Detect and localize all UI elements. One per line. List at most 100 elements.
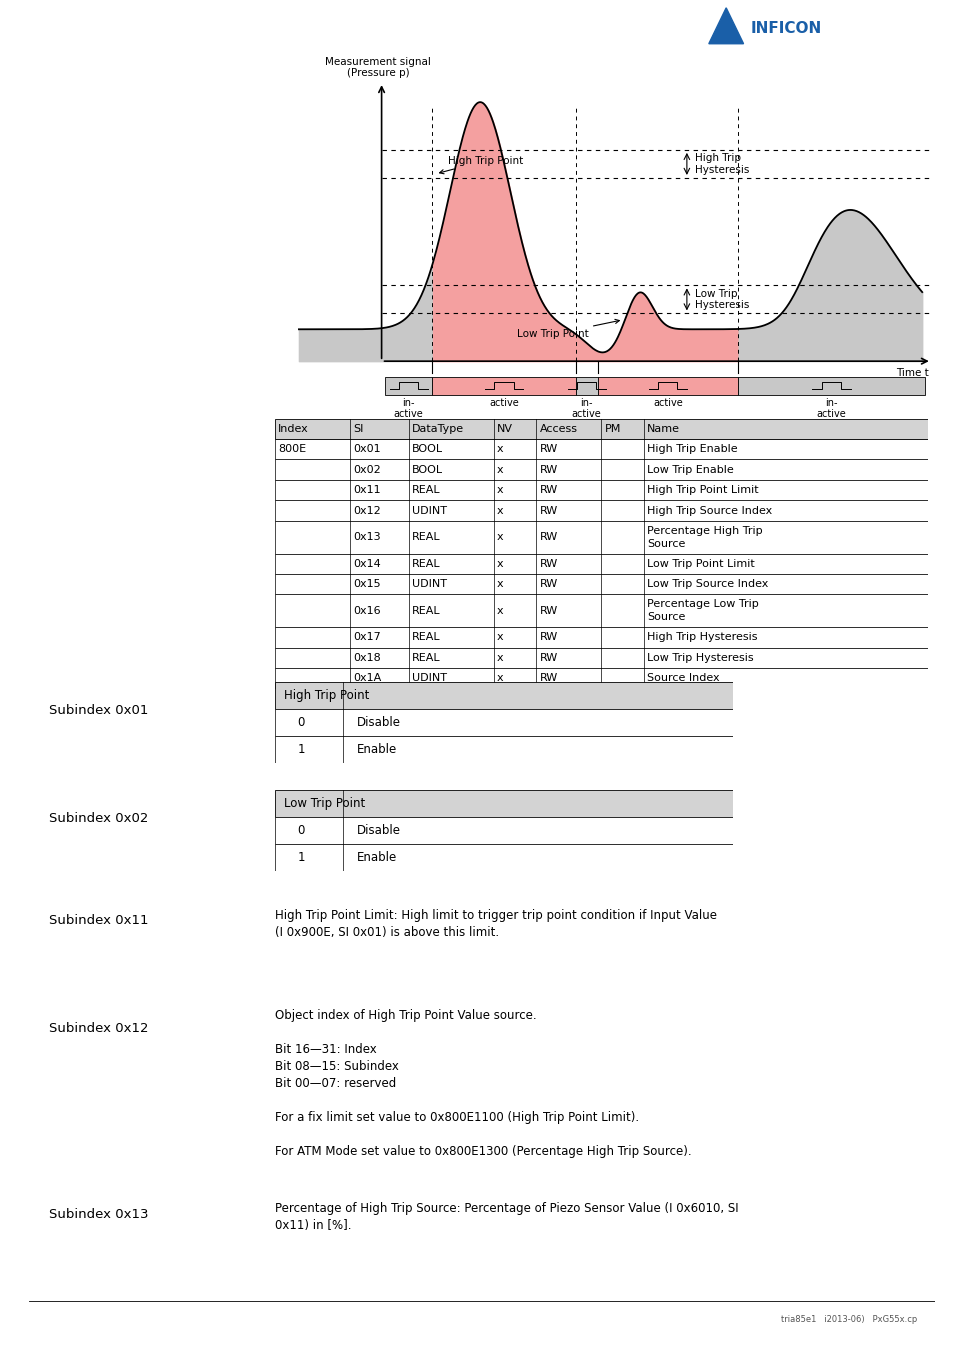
- Text: RW: RW: [538, 606, 558, 616]
- Text: SI: SI: [353, 424, 363, 433]
- Text: High Trip Point: High Trip Point: [439, 155, 523, 174]
- Text: 1: 1: [297, 743, 305, 756]
- Text: INFICON: INFICON: [750, 20, 821, 36]
- Text: 0x01: 0x01: [353, 444, 380, 454]
- Text: RW: RW: [538, 674, 558, 683]
- Text: DataType: DataType: [412, 424, 463, 433]
- Text: RW: RW: [538, 485, 558, 495]
- Text: High Trip Source Index: High Trip Source Index: [646, 505, 772, 516]
- Text: High Trip
Hysteresis: High Trip Hysteresis: [694, 153, 748, 174]
- Bar: [274, 554, 927, 574]
- Text: Low Trip Enable: Low Trip Enable: [646, 464, 733, 475]
- Text: 0x14: 0x14: [353, 559, 380, 568]
- Text: Enable: Enable: [356, 850, 397, 864]
- Text: Subindex 0x12: Subindex 0x12: [49, 1022, 148, 1035]
- Bar: [274, 479, 927, 501]
- Text: 800E: 800E: [277, 444, 306, 454]
- Text: Access: Access: [538, 424, 577, 433]
- Bar: [274, 594, 927, 628]
- Text: Subindex 0x01: Subindex 0x01: [49, 703, 148, 717]
- Text: Low Trip Point: Low Trip Point: [517, 320, 618, 339]
- Text: RW: RW: [538, 532, 558, 543]
- Bar: [274, 459, 927, 479]
- Text: Subindex 0x11: Subindex 0x11: [49, 914, 148, 927]
- Text: REAL: REAL: [412, 559, 440, 568]
- Text: UDINT: UDINT: [412, 674, 447, 683]
- Bar: [274, 668, 927, 688]
- Text: 0x13: 0x13: [353, 532, 380, 543]
- Text: RW: RW: [538, 464, 558, 475]
- Text: Percentage High Trip: Percentage High Trip: [646, 525, 762, 536]
- Text: Low Trip Hysteresis: Low Trip Hysteresis: [646, 653, 753, 663]
- Text: High Trip Point Limit: High limit to trigger trip point condition if Input Value: High Trip Point Limit: High limit to tri…: [274, 909, 716, 938]
- Text: NV: NV: [497, 424, 513, 433]
- Text: 0x12: 0x12: [353, 505, 380, 516]
- Text: Index: Index: [277, 424, 309, 433]
- Bar: [737, 377, 924, 394]
- Bar: [274, 817, 732, 844]
- Bar: [274, 790, 732, 817]
- Text: tria85e1   i2013-06)   PxG55x.cp: tria85e1 i2013-06) PxG55x.cp: [780, 1315, 916, 1324]
- Bar: [575, 377, 598, 394]
- Bar: [274, 501, 927, 521]
- Text: 0x16: 0x16: [353, 606, 380, 616]
- Text: UDINT: UDINT: [412, 579, 447, 589]
- Text: Disable: Disable: [356, 824, 401, 837]
- Text: Disable: Disable: [356, 716, 401, 729]
- Text: x: x: [497, 579, 503, 589]
- Text: PM: PM: [604, 424, 620, 433]
- Text: x: x: [497, 653, 503, 663]
- Text: 0: 0: [297, 716, 305, 729]
- Text: x: x: [497, 606, 503, 616]
- Text: BOOL: BOOL: [412, 444, 442, 454]
- Bar: [274, 521, 927, 554]
- Text: 0x17: 0x17: [353, 632, 380, 643]
- Text: active: active: [489, 398, 518, 408]
- Text: Percentage Low Trip: Percentage Low Trip: [646, 599, 759, 609]
- Text: Low Trip Point Limit: Low Trip Point Limit: [646, 559, 754, 568]
- Text: x: x: [497, 464, 503, 475]
- Bar: [432, 377, 575, 394]
- Text: x: x: [497, 674, 503, 683]
- Text: RW: RW: [538, 579, 558, 589]
- Text: High Trip Point: High Trip Point: [284, 688, 369, 702]
- Text: Source Index: Source Index: [646, 674, 720, 683]
- Text: 0x02: 0x02: [353, 464, 380, 475]
- Text: Name: Name: [646, 424, 679, 433]
- Text: x: x: [497, 559, 503, 568]
- Text: RW: RW: [538, 653, 558, 663]
- Text: x: x: [497, 505, 503, 516]
- Text: x: x: [497, 532, 503, 543]
- Text: REAL: REAL: [412, 653, 440, 663]
- Text: High Trip Enable: High Trip Enable: [646, 444, 737, 454]
- Text: RW: RW: [538, 632, 558, 643]
- Text: Time t: Time t: [895, 367, 927, 378]
- Bar: [274, 439, 927, 459]
- Text: High Trip Point Limit: High Trip Point Limit: [646, 485, 758, 495]
- Polygon shape: [708, 8, 742, 43]
- Bar: [274, 682, 732, 709]
- Text: 0x11: 0x11: [353, 485, 380, 495]
- Text: REAL: REAL: [412, 485, 440, 495]
- Text: 0x18: 0x18: [353, 653, 380, 663]
- Text: RW: RW: [538, 559, 558, 568]
- Text: Enable: Enable: [356, 743, 397, 756]
- Text: x: x: [497, 632, 503, 643]
- Text: BOOL: BOOL: [412, 464, 442, 475]
- Bar: [274, 736, 732, 763]
- Text: 0: 0: [297, 824, 305, 837]
- Text: 0x15: 0x15: [353, 579, 380, 589]
- Bar: [274, 844, 732, 871]
- Bar: [274, 648, 927, 668]
- Text: 0x1A: 0x1A: [353, 674, 381, 683]
- Text: x: x: [497, 444, 503, 454]
- Text: Object index of High Trip Point Value source.

Bit 16—31: Index
Bit 08—15: Subin: Object index of High Trip Point Value so…: [274, 1008, 691, 1158]
- Text: Percentage of High Trip Source: Percentage of Piezo Sensor Value (I 0x6010, SI
0: Percentage of High Trip Source: Percenta…: [274, 1202, 738, 1231]
- Bar: [274, 574, 927, 594]
- Text: Subindex 0x13: Subindex 0x13: [49, 1208, 148, 1220]
- Text: UDINT: UDINT: [412, 505, 447, 516]
- Text: RW: RW: [538, 505, 558, 516]
- Text: Low Trip
Hysteresis: Low Trip Hysteresis: [694, 289, 748, 310]
- Bar: [274, 418, 927, 439]
- Text: Low Trip Source Index: Low Trip Source Index: [646, 579, 768, 589]
